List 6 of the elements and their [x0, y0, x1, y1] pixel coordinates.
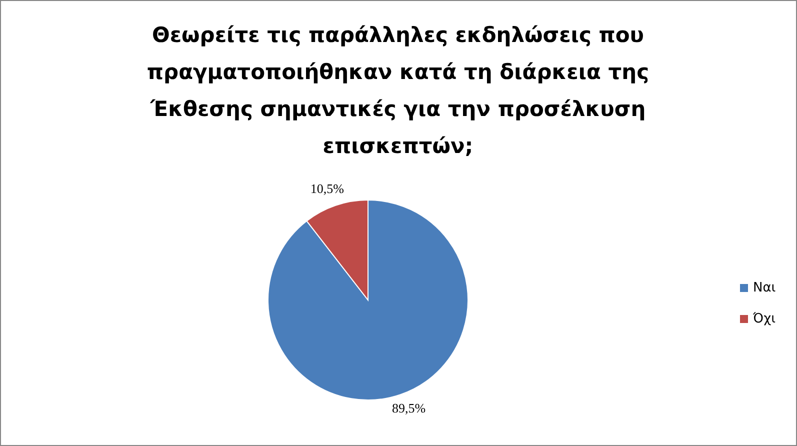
pie-slice: [268, 200, 468, 400]
legend-label: Όχι: [752, 312, 776, 327]
chart-title: Θεωρείτε τις παράλληλες εκδηλώσεις που πραγματοποιήθηκαν κατά τη διάρκεια της Έκθεσης σημαντικές για την προσέλκυση επισκεπτών;: [146, 23, 650, 158]
data-label: 89,5%: [392, 400, 426, 416]
data-label: 10,5%: [310, 181, 344, 196]
legend-label: Ναι: [753, 280, 776, 296]
